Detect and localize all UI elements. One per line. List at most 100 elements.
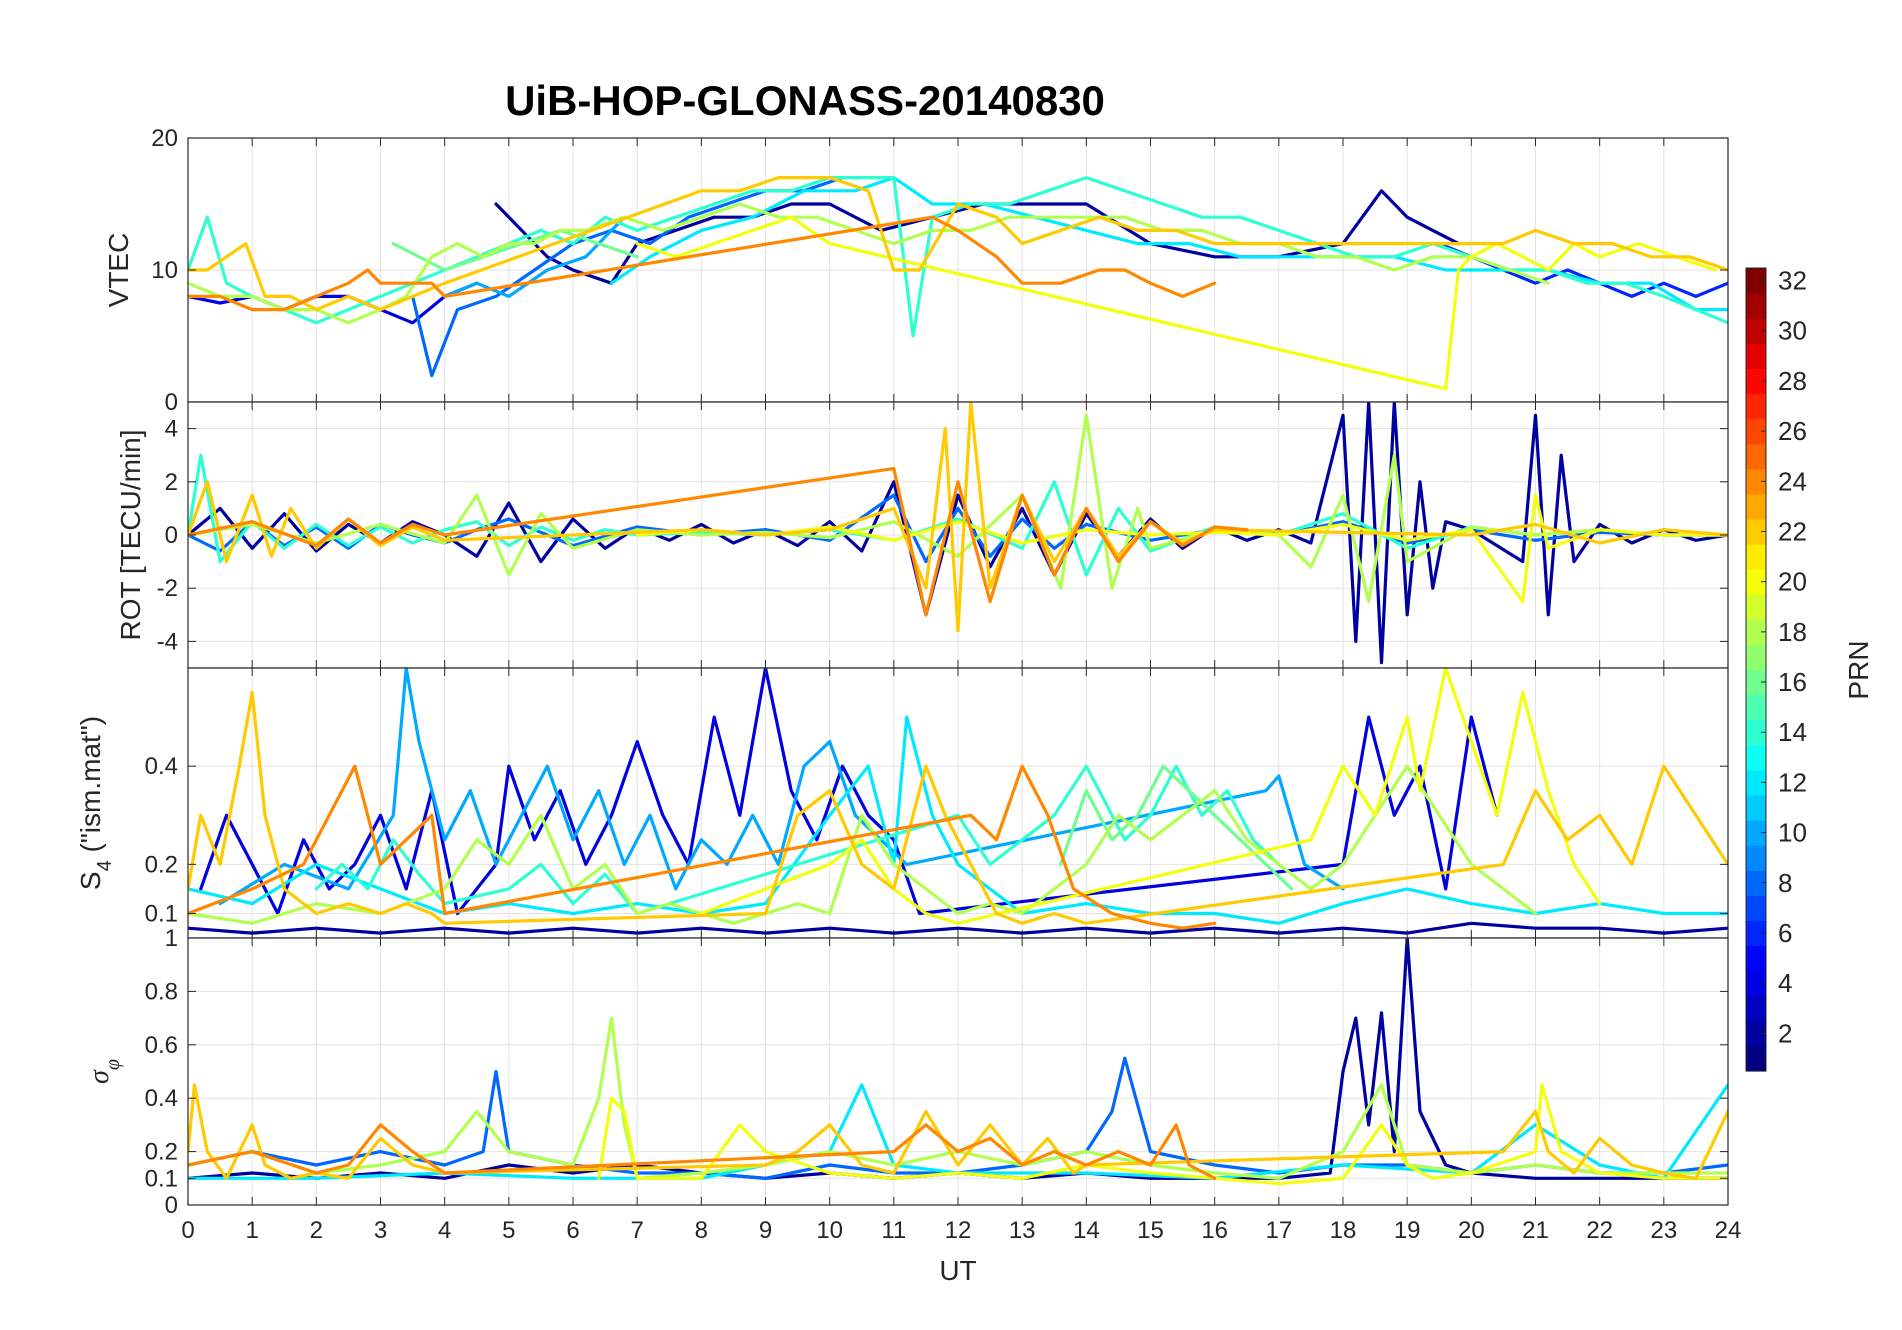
y-axis-label-main: S	[75, 871, 106, 890]
colorbar-swatch	[1746, 518, 1766, 545]
colorbar-swatch	[1746, 493, 1766, 520]
colorbar-swatch	[1746, 644, 1766, 671]
chart-title: UiB-HOP-GLONASS-20140830	[505, 77, 1105, 124]
series-line-prn-12	[188, 1083, 1728, 1180]
x-tick-label: 15	[1137, 1217, 1164, 1244]
series-line-prn-24	[188, 1123, 1217, 1180]
colorbar-swatch	[1746, 468, 1766, 495]
series-line-prn-20	[699, 668, 1602, 925]
y-tick-label: 0.2	[145, 1139, 178, 1166]
x-tick-label: 6	[566, 1217, 579, 1244]
colorbar-tick-label: 6	[1778, 918, 1792, 948]
y-tick-label: -4	[157, 628, 178, 655]
y-axis-label-rest: ("ism.mat")	[75, 716, 106, 860]
colorbar-tick-label: 22	[1778, 516, 1807, 546]
colorbar-tick-label: 20	[1778, 567, 1807, 597]
y-tick-label: 0.4	[145, 1085, 178, 1112]
series-line-prn-24	[188, 466, 1249, 617]
x-tick-label: 23	[1650, 1217, 1677, 1244]
x-tick-label: 20	[1458, 1217, 1485, 1244]
panel-2: 0.1 0.2 0.4 S4 ("ism.mat")	[75, 667, 1729, 939]
y-tick-label: 4	[165, 416, 178, 443]
x-tick-label: 9	[759, 1217, 772, 1244]
colorbar-tick-label: 32	[1778, 266, 1807, 296]
colorbar-swatch	[1746, 820, 1766, 846]
x-tick-label: 5	[502, 1217, 515, 1244]
colorbar-swatch	[1746, 343, 1766, 369]
series-line-prn-24	[188, 215, 1217, 312]
y-tick-label-top: 0	[165, 389, 178, 416]
series-line-prn-18	[188, 413, 1728, 604]
y-axis-label-sub: φ	[102, 1059, 124, 1070]
x-axis: 0 1 2 3 4 5 6 7 8 9 10 11 12 13 14 15 16 17 18 19 20 21 22 23 24…	[181, 1217, 1741, 1286]
x-tick-label: 11	[881, 1217, 906, 1244]
colorbar-swatch	[1746, 669, 1766, 696]
colorbar-tick-label: 30	[1778, 316, 1807, 346]
x-tick-label: 13	[1009, 1217, 1036, 1244]
series-line-prn-20	[597, 1083, 1728, 1186]
colorbar-tick-label: 8	[1778, 868, 1792, 898]
y-tick-label: 0.2	[145, 851, 178, 878]
x-tick-label: 7	[630, 1217, 643, 1244]
series-group	[188, 402, 1728, 665]
x-tick-label: 3	[374, 1217, 387, 1244]
colorbar-swatch	[1746, 945, 1766, 972]
y-tick-label: 10	[151, 257, 178, 284]
y-axis-label-sub: 4	[94, 860, 116, 871]
y-tick-label: 0.8	[145, 978, 178, 1005]
colorbar-tick-label: 18	[1778, 617, 1807, 647]
series-line-prn-4	[188, 281, 479, 325]
x-tick-label: 12	[945, 1217, 972, 1244]
colorbar-swatch	[1746, 443, 1766, 470]
colorbar-swatch	[1746, 544, 1766, 570]
x-tick-label: 1	[245, 1217, 258, 1244]
series-line-prn-4	[199, 668, 1499, 916]
y-tick-label: 0.4	[145, 753, 178, 780]
colorbar-swatch	[1746, 1020, 1766, 1047]
colorbar-swatch	[1746, 769, 1766, 796]
x-tick-label: 10	[816, 1217, 843, 1244]
y-tick-label: 0	[165, 522, 178, 549]
colorbar-tick-label: 4	[1778, 968, 1792, 998]
series-group	[188, 668, 1728, 935]
x-tick-label: 22	[1586, 1217, 1613, 1244]
colorbar-swatch	[1746, 744, 1766, 771]
y-tick-label: 0.6	[145, 1032, 178, 1059]
colorbar-swatch	[1746, 694, 1766, 721]
y-tick-label: 2	[165, 469, 178, 496]
y-axis-label-main: σ	[84, 1069, 115, 1084]
y-tick-label: -2	[157, 575, 178, 602]
y-tick-label: 20	[151, 125, 178, 152]
series-line-prn-2	[494, 189, 1461, 285]
colorbar-swatch	[1746, 293, 1766, 319]
series-line-prn-20	[635, 215, 1717, 391]
grid	[187, 402, 1729, 668]
colorbar-swatch	[1746, 569, 1766, 595]
colorbar-swatch	[1746, 719, 1766, 746]
colorbar-tick-label: 28	[1778, 366, 1807, 396]
x-tick-label: 4	[438, 1217, 451, 1244]
colorbar-swatch	[1746, 794, 1766, 821]
x-tick-label: 8	[695, 1217, 708, 1244]
colorbar-swatch	[1746, 594, 1766, 620]
y-axis-label: ROT [TECU/min]	[115, 429, 146, 640]
y-axis-label: S4 ("ism.mat")	[75, 716, 116, 890]
series-line-prn-14	[188, 176, 1728, 338]
series-line-prn-16	[391, 228, 639, 272]
x-tick-label: 21	[1522, 1217, 1549, 1244]
x-tick-label: 16	[1201, 1217, 1228, 1244]
colorbar-swatch	[1746, 268, 1766, 294]
colorbar-swatch	[1746, 418, 1766, 445]
colorbar-swatch	[1746, 920, 1766, 947]
series-line-prn-22	[188, 1083, 1728, 1180]
y-tick-label: 0.1	[145, 1165, 178, 1192]
colorbar-swatch	[1746, 870, 1766, 896]
x-tick-label: 0	[181, 1217, 194, 1244]
x-tick-label: 24	[1715, 1217, 1742, 1244]
series-line-prn-22	[188, 690, 1728, 925]
y-axis-label: VTEC	[103, 233, 134, 308]
panel-0: 10 20 VTEC	[103, 125, 1729, 403]
colorbar-tick-label: 12	[1778, 767, 1807, 797]
